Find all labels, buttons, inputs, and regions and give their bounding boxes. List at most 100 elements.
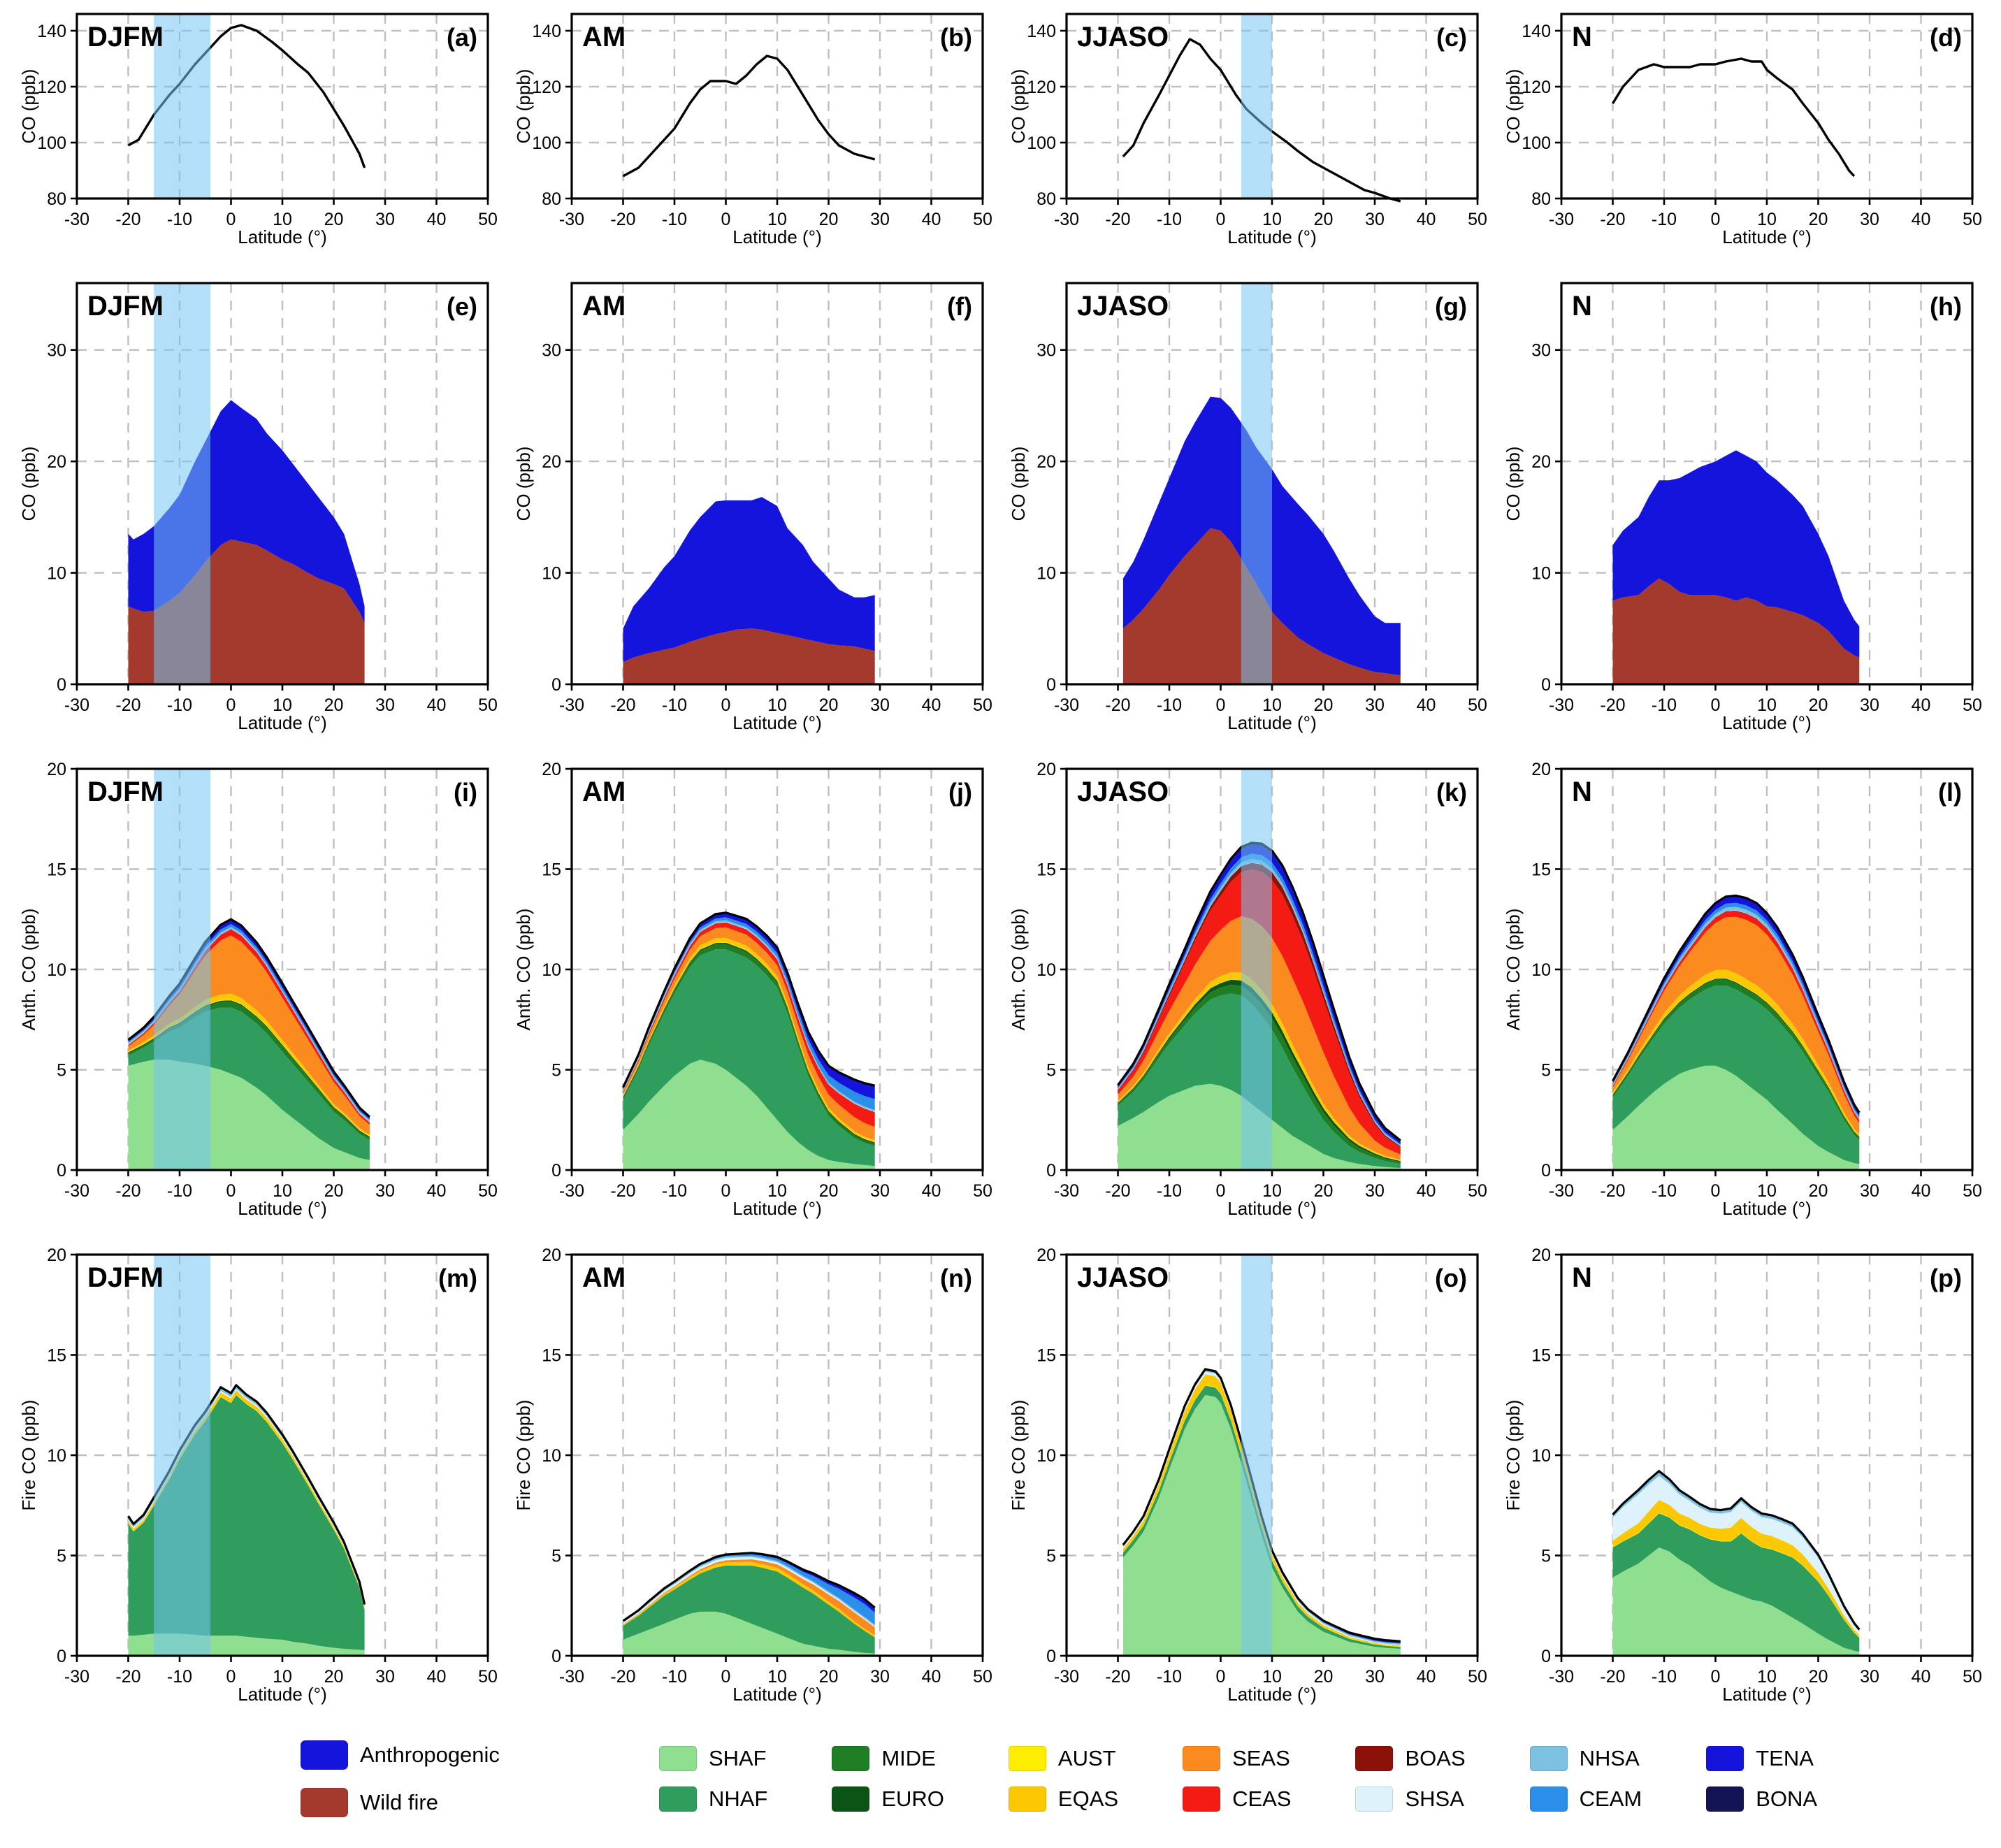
svg-text:20: 20: [1809, 1667, 1828, 1687]
legend-column: MIDE EURO: [832, 1746, 944, 1812]
svg-text:20: 20: [47, 760, 66, 779]
svg-text:40: 40: [1417, 210, 1436, 229]
season-label-n: AM: [582, 1262, 626, 1293]
svg-text:0: 0: [1216, 1181, 1226, 1201]
chart-g: -30 -20 -10 0 10 20 30 40 50 0 10 20 30 Latitude (°) C…: [1008, 282, 1487, 733]
svg-text:-30: -30: [1054, 1181, 1079, 1201]
highlight-band-o: [1241, 1255, 1272, 1656]
panel-k: -30 -20 -10 0 10 20 30 40 50 0 5 10 15 20 Latitude (°)…: [1006, 760, 1489, 1225]
svg-text:40: 40: [922, 1667, 941, 1687]
svg-text:-30: -30: [559, 1181, 584, 1201]
panel-tag-b: (b): [940, 23, 972, 52]
svg-text:-30: -30: [1054, 695, 1079, 715]
season-label-j: AM: [582, 777, 626, 807]
legend-item-eqas: EQAS: [1008, 1786, 1118, 1812]
svg-text:50: 50: [1468, 210, 1487, 229]
panel-tag-l: (l): [1938, 778, 1962, 807]
chart-c: -30 -20 -10 0 10 20 30 40 50 80 100 120 140 Latitude …: [1008, 13, 1487, 247]
svg-text:10: 10: [767, 1181, 787, 1201]
legend-item-ceam: CEAM: [1529, 1786, 1642, 1812]
area-j-seas: [623, 927, 875, 1140]
legend-swatch-seas: [1183, 1746, 1221, 1771]
x-axis-label-m: Latitude (°): [238, 1684, 326, 1705]
svg-text:15: 15: [542, 860, 561, 880]
svg-text:-10: -10: [1157, 1667, 1182, 1687]
area-l-seas: [1612, 916, 1860, 1134]
svg-text:-20: -20: [610, 695, 635, 715]
y-axis-label-c: CO (ppb): [1008, 69, 1029, 144]
y-axis-label-g: CO (ppb): [1008, 447, 1029, 521]
legend-label: Anthropogenic: [360, 1742, 500, 1767]
panel-tag-h: (h): [1930, 292, 1962, 321]
legend-swatch-ceam: [1529, 1786, 1568, 1812]
season-label-e: DJFM: [87, 291, 164, 322]
panel-tag-i: (i): [454, 778, 477, 807]
svg-text:20: 20: [47, 1246, 66, 1265]
area-n-shaf: [623, 1611, 875, 1656]
highlight-band-k: [1241, 769, 1272, 1170]
legend-label: Wild fire: [360, 1790, 438, 1814]
svg-text:0: 0: [57, 1161, 66, 1181]
panel-p: -30 -20 -10 0 10 20 30 40 50 0 5 10 15 20 Latitude (°)…: [1501, 1246, 1984, 1711]
svg-text:0: 0: [721, 1667, 731, 1687]
svg-text:20: 20: [324, 1181, 344, 1201]
svg-text:50: 50: [1963, 695, 1982, 715]
legend-label: SEAS: [1232, 1746, 1290, 1770]
svg-text:10: 10: [1262, 1181, 1282, 1201]
panel-b: -30 -20 -10 0 10 20 30 40 50 80 100 120 140 Latitude …: [512, 6, 994, 254]
panel-tag-j: (j): [948, 778, 972, 807]
svg-text:0: 0: [1216, 695, 1226, 715]
svg-text:50: 50: [1468, 1667, 1487, 1687]
svg-text:50: 50: [478, 1181, 498, 1201]
svg-text:20: 20: [1809, 210, 1828, 229]
y-axis-label-p: Fire CO (ppb): [1503, 1400, 1524, 1511]
svg-text:-10: -10: [167, 695, 192, 715]
svg-text:-20: -20: [1105, 1181, 1130, 1201]
panel-tag-a: (a): [447, 23, 477, 52]
svg-text:-20: -20: [1105, 210, 1130, 229]
svg-text:-20: -20: [115, 1181, 140, 1201]
svg-text:5: 5: [1541, 1061, 1551, 1081]
svg-text:0: 0: [1711, 1667, 1721, 1687]
legend-label: BONA: [1756, 1786, 1818, 1811]
svg-text:5: 5: [57, 1547, 66, 1566]
legend-item-seas: SEAS: [1183, 1746, 1291, 1771]
chart-b: -30 -20 -10 0 10 20 30 40 50 80 100 120 140 Latitude …: [513, 13, 992, 247]
svg-text:0: 0: [1216, 1667, 1226, 1687]
panel-tag-f: (f): [947, 292, 972, 321]
x-axis-label-k: Latitude (°): [1227, 1198, 1316, 1219]
panel-f: -30 -20 -10 0 10 20 30 40 50 0 10 20 30 Latitude (°) C…: [512, 275, 994, 739]
svg-text:10: 10: [273, 210, 292, 229]
area-n-nhaf: [623, 1565, 875, 1654]
svg-text:-30: -30: [1549, 210, 1574, 229]
legend-label: NHAF: [708, 1786, 768, 1811]
season-label-h: N: [1572, 291, 1592, 322]
svg-text:20: 20: [1809, 1181, 1828, 1201]
area-m-shsa: [128, 1389, 365, 1608]
x-axis-label-g: Latitude (°): [1227, 712, 1316, 733]
svg-text:0: 0: [226, 1181, 236, 1201]
svg-text:20: 20: [1314, 695, 1334, 715]
svg-text:20: 20: [1036, 1246, 1056, 1265]
svg-text:10: 10: [1531, 1446, 1551, 1466]
legend-swatch-tena: [1706, 1746, 1744, 1771]
legend-swatch-nhsa: [1529, 1746, 1568, 1771]
legend-column: BOAS SHSA: [1355, 1746, 1466, 1812]
panel-tag-m: (m): [438, 1264, 477, 1292]
svg-text:10: 10: [542, 960, 561, 980]
svg-text:40: 40: [427, 210, 447, 229]
svg-text:10: 10: [767, 1667, 787, 1687]
svg-text:50: 50: [973, 210, 992, 229]
svg-text:10: 10: [273, 695, 292, 715]
svg-text:-10: -10: [662, 695, 687, 715]
area-f-anthropogenic: [623, 497, 875, 663]
co-line-b: [622, 55, 876, 178]
panel-tag-d: (d): [1930, 23, 1962, 52]
svg-text:30: 30: [1860, 1181, 1879, 1201]
area-j-ceas: [623, 923, 875, 1127]
legend-swatch-aust: [1008, 1746, 1046, 1771]
svg-text:30: 30: [375, 210, 395, 229]
area-k-seas: [1118, 916, 1401, 1160]
season-label-k: JJASO: [1077, 777, 1169, 807]
